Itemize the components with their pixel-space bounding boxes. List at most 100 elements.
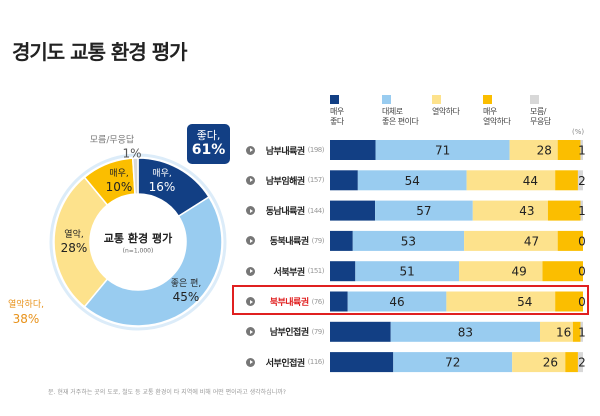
donut-outer-ring bbox=[49, 153, 227, 331]
sample-size: (116) bbox=[307, 358, 325, 367]
bar-segment bbox=[557, 230, 583, 251]
bad-total-label: 47 bbox=[524, 234, 539, 248]
unknown-label: 0 bbox=[578, 265, 586, 279]
bar-segment bbox=[464, 230, 558, 251]
row-label: 동남내륙권 (144) bbox=[246, 201, 325, 221]
bar-segment bbox=[555, 170, 578, 191]
bar-segment bbox=[375, 140, 510, 160]
bad-total-label: 26 bbox=[543, 356, 558, 370]
bad-total-label: 54 bbox=[517, 295, 532, 309]
donut-slice bbox=[83, 195, 223, 327]
row-label: 서부인접권 (116) bbox=[246, 352, 325, 372]
bar-segment bbox=[357, 170, 467, 191]
bad-total-label: 49 bbox=[512, 265, 527, 279]
bad-total-label: 43 bbox=[519, 204, 534, 218]
bar-segment bbox=[577, 170, 583, 191]
unknown-label: 1 bbox=[578, 144, 586, 158]
play-bullet-icon bbox=[246, 206, 255, 216]
sample-size: (79) bbox=[311, 236, 325, 245]
good-total-label: 83 bbox=[458, 325, 473, 339]
bar-segment bbox=[580, 321, 583, 342]
bad-total-label: 44 bbox=[523, 174, 538, 188]
bar-segment bbox=[330, 291, 348, 312]
unknown-label: 0 bbox=[578, 295, 586, 309]
bar-segment bbox=[580, 140, 583, 160]
bar-segment bbox=[577, 352, 583, 373]
region-name: 서부인접권 bbox=[265, 358, 305, 369]
unknown-label: 0 bbox=[578, 234, 586, 248]
row-label: 남부인접권 (79) bbox=[246, 322, 325, 342]
bar-segment bbox=[555, 291, 583, 312]
bar-segment bbox=[390, 321, 540, 342]
donut-slice-label: 모름/무응답 bbox=[89, 135, 135, 146]
bar-segment bbox=[565, 352, 578, 373]
region-name: 남부임해권 bbox=[265, 176, 305, 187]
bar-segment bbox=[580, 200, 583, 221]
bar-segment bbox=[347, 291, 447, 312]
bar-segment bbox=[512, 352, 566, 373]
region-name: 동북내륙권 bbox=[269, 237, 309, 248]
donut-center-title: 교통 환경 평가 bbox=[103, 232, 173, 245]
bad-total-label: 28 bbox=[537, 144, 552, 158]
donut-slice-label: 좋은 편, 45% bbox=[170, 279, 202, 304]
region-name: 남부인접권 bbox=[269, 328, 309, 339]
legend-item: 매우 열악하다 bbox=[483, 95, 511, 127]
unit-label: (%) bbox=[572, 128, 585, 136]
unknown-label: 1 bbox=[578, 325, 586, 339]
row-label: 동북내륙권 (79) bbox=[246, 231, 325, 251]
bar-segment bbox=[557, 140, 581, 160]
sample-size: (79) bbox=[311, 327, 325, 336]
good-total-label: 54 bbox=[405, 174, 420, 188]
bar-segment bbox=[472, 200, 548, 221]
highlight-box bbox=[232, 285, 589, 315]
legend-item: 열악하다 bbox=[432, 95, 460, 117]
region-name: 동남내륙권 bbox=[265, 207, 305, 218]
bar-segment bbox=[355, 261, 460, 282]
donut-slice-label: 열악, 28% bbox=[60, 230, 88, 255]
legend-item: 매우 좋다 bbox=[330, 95, 344, 127]
good-total-label: 71 bbox=[435, 144, 450, 158]
bar-segment bbox=[509, 140, 558, 160]
donut-slice-label: 매우, 10% bbox=[105, 169, 133, 194]
donut-hole bbox=[91, 195, 185, 289]
unknown-label: 2 bbox=[578, 174, 586, 188]
bar-segment bbox=[330, 261, 356, 282]
bar-segment bbox=[547, 200, 581, 221]
unknown-label: 2 bbox=[578, 356, 586, 370]
donut-slice bbox=[53, 176, 109, 308]
sample-size: (76) bbox=[311, 297, 325, 306]
region-name: 서북부권 bbox=[273, 267, 306, 278]
good-total-pct: 61% bbox=[191, 142, 226, 158]
bar-segment bbox=[330, 352, 394, 373]
region-name: 남부내륙권 bbox=[265, 146, 305, 157]
play-bullet-icon bbox=[246, 297, 255, 306]
region-name: 북부내륙권 bbox=[269, 298, 309, 308]
play-bullet-icon bbox=[246, 236, 255, 246]
bar-segment bbox=[446, 291, 556, 312]
good-total-label: 46 bbox=[389, 295, 404, 309]
play-bullet-icon bbox=[246, 145, 255, 155]
bar-segment bbox=[459, 261, 543, 282]
bar-segment bbox=[330, 321, 391, 342]
bad-total-pct: 38% bbox=[12, 312, 40, 326]
bar-segment bbox=[393, 352, 513, 373]
play-bullet-icon bbox=[246, 266, 255, 276]
good-total-label: 53 bbox=[401, 234, 416, 248]
bar-segment bbox=[542, 261, 583, 282]
row-label: 서북부권 (151) bbox=[246, 261, 325, 281]
row-label: 남부내륙권 (198) bbox=[246, 140, 325, 160]
bar-segment bbox=[330, 230, 353, 251]
sample-size: (144) bbox=[307, 206, 325, 215]
bar-segment bbox=[330, 140, 376, 160]
footnote: 문. 현재 거주하는 곳의 도로, 철도 등 교통 환경이 타 지역에 비해 어… bbox=[48, 389, 286, 396]
bad-total-label: 열악하다, bbox=[8, 300, 44, 310]
good-total-label: 51 bbox=[400, 265, 415, 279]
donut-slice bbox=[131, 157, 139, 195]
bar-segment bbox=[330, 170, 358, 191]
bad-total-label: 16 bbox=[556, 325, 571, 339]
sample-size: (198) bbox=[307, 146, 325, 154]
bar-segment bbox=[572, 321, 581, 342]
unknown-label: 1 bbox=[578, 204, 586, 218]
good-total-label: 좋다, bbox=[196, 129, 221, 142]
